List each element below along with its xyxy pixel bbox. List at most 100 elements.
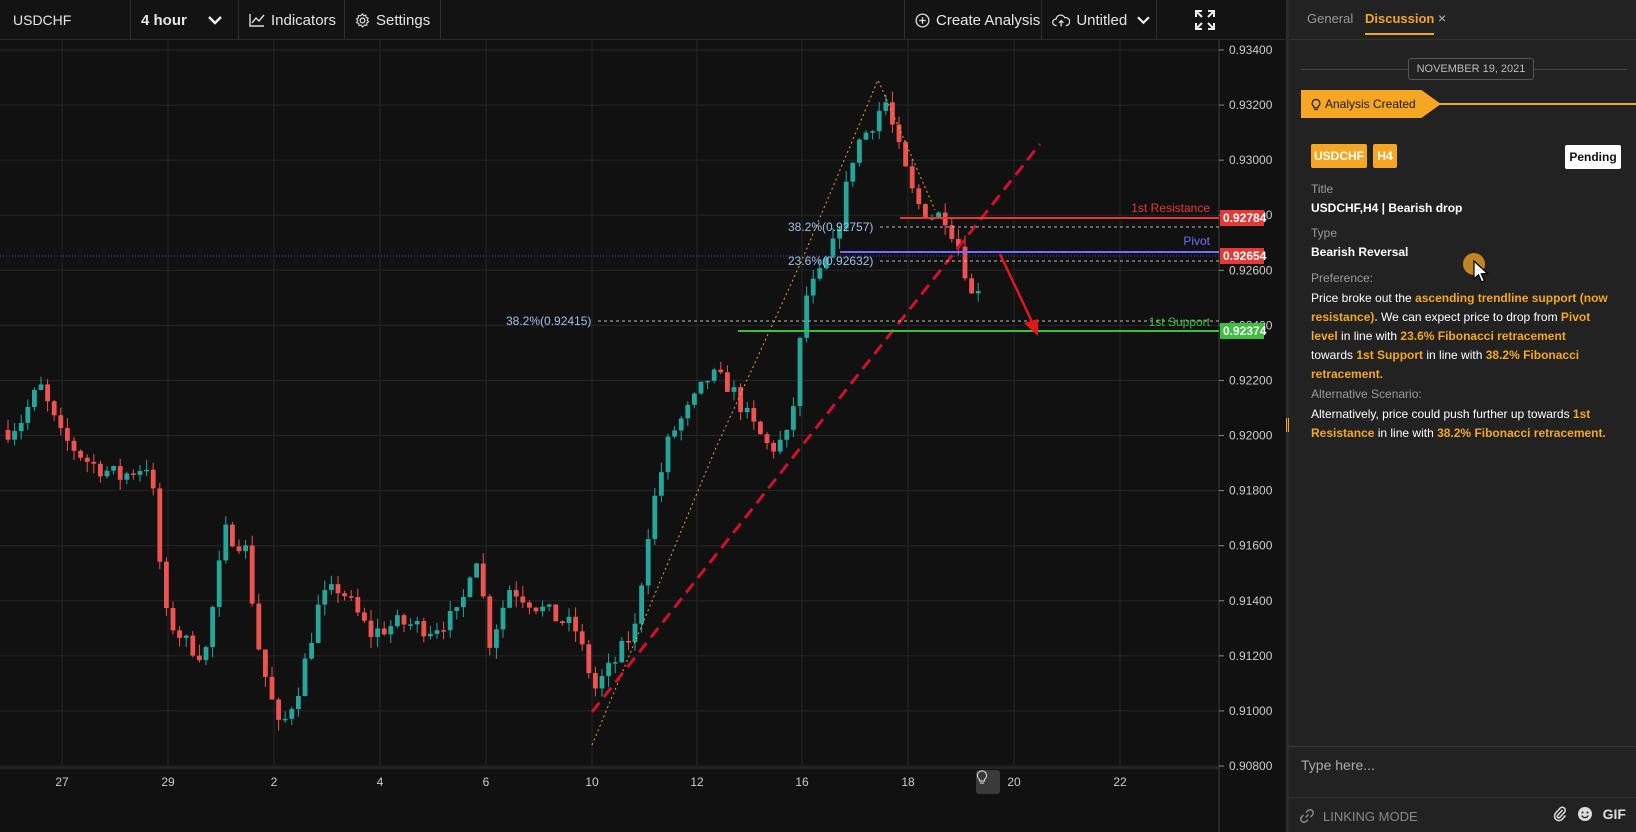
date-tick-label: 6 bbox=[483, 775, 490, 789]
candle-body bbox=[51, 401, 57, 416]
candle-body bbox=[672, 430, 677, 437]
candle-body bbox=[428, 633, 433, 637]
fullscreen-button[interactable] bbox=[1190, 0, 1226, 40]
create-analysis-button[interactable]: Create Analysis bbox=[904, 0, 1042, 40]
candle-body bbox=[183, 635, 189, 638]
gif-button[interactable]: GIF bbox=[1602, 806, 1626, 822]
emoji-icon[interactable] bbox=[1577, 806, 1593, 822]
support-label: 1st Support bbox=[1149, 315, 1211, 329]
candle-body bbox=[447, 611, 453, 631]
panel-footer: LINKING MODE GIF bbox=[1289, 797, 1636, 832]
chart-toolbar: USDCHF 4 hour Indicators Settings Create… bbox=[0, 0, 1286, 40]
candle-body bbox=[586, 644, 592, 674]
candle-body bbox=[850, 162, 856, 182]
candle-body bbox=[408, 624, 413, 626]
candle-body bbox=[791, 406, 796, 430]
candle-body bbox=[381, 628, 387, 635]
message-input[interactable]: Type here... bbox=[1289, 746, 1636, 786]
layout-selector[interactable]: Untitled bbox=[1042, 0, 1157, 40]
candle-body bbox=[784, 429, 790, 440]
candle-body bbox=[223, 524, 229, 561]
candle-body bbox=[731, 387, 737, 392]
date-tick-label: 12 bbox=[690, 775, 704, 789]
candle-body bbox=[263, 649, 268, 677]
price-tick-label: 0.90800 bbox=[1229, 759, 1273, 773]
idea-button[interactable] bbox=[976, 770, 1000, 794]
panel-tabs: General Discussion × bbox=[1289, 0, 1636, 40]
candle-body bbox=[269, 676, 275, 700]
candle-body bbox=[771, 442, 776, 452]
candle-body bbox=[170, 607, 176, 631]
tab-general[interactable]: General bbox=[1307, 11, 1354, 26]
preference-text: Price broke out the ascending trendline … bbox=[1311, 289, 1611, 384]
candle-body bbox=[104, 470, 110, 477]
candle-body bbox=[824, 257, 829, 269]
candle-body bbox=[421, 621, 427, 637]
candle-body bbox=[507, 590, 512, 608]
candle-body bbox=[751, 407, 757, 422]
candle-body bbox=[362, 612, 367, 621]
candle-body bbox=[45, 384, 50, 402]
candle-body bbox=[84, 457, 90, 462]
chart-canvas[interactable]: 0.934000.932000.930000.928000.926000.924… bbox=[0, 40, 1286, 832]
candle-body bbox=[329, 584, 334, 591]
candle-body bbox=[12, 431, 17, 440]
candle-body bbox=[164, 561, 169, 608]
date-tick-label: 27 bbox=[55, 775, 69, 789]
date-tick-label: 16 bbox=[795, 775, 809, 789]
mouse-cursor-icon bbox=[1473, 260, 1489, 283]
settings-button[interactable]: Settings bbox=[345, 0, 441, 40]
candle-body bbox=[969, 278, 974, 294]
indicators-button[interactable]: Indicators bbox=[239, 0, 345, 40]
text-run: towards bbox=[1311, 348, 1357, 362]
close-icon[interactable]: × bbox=[1438, 10, 1447, 26]
linking-mode-toggle[interactable]: LINKING MODE bbox=[1299, 808, 1418, 824]
candle-body bbox=[533, 607, 539, 612]
date-tick-label: 29 bbox=[161, 775, 175, 789]
candle-body bbox=[863, 132, 869, 140]
panel-resize-handle[interactable] bbox=[1286, 418, 1289, 432]
interval-label: 4 hour bbox=[141, 11, 187, 29]
candle-body bbox=[282, 718, 288, 721]
candle-body bbox=[566, 616, 572, 624]
support-price-tag-bg bbox=[1220, 323, 1264, 339]
candle-body bbox=[962, 246, 968, 279]
title-value: USDCHF,H4 | Bearish drop bbox=[1311, 201, 1463, 215]
candle-body bbox=[744, 407, 750, 413]
candle-body bbox=[210, 606, 215, 648]
candle-body bbox=[117, 466, 123, 480]
candle-body bbox=[645, 539, 651, 586]
layout-name: Untitled bbox=[1076, 11, 1128, 29]
text-run: Alternatively, price could push further … bbox=[1311, 407, 1573, 421]
candle-body bbox=[883, 102, 889, 111]
tab-discussion[interactable]: Discussion bbox=[1365, 11, 1435, 35]
candle-body bbox=[236, 546, 242, 552]
price-tick-label: 0.91400 bbox=[1229, 594, 1273, 608]
cloud-upload-icon bbox=[1052, 13, 1071, 26]
pivot-price-tag-bg bbox=[1220, 248, 1264, 264]
candle-body bbox=[91, 461, 97, 464]
highlight-support: 1st Support bbox=[1356, 348, 1424, 362]
candle-body bbox=[527, 602, 532, 608]
symbol-selector[interactable]: USDCHF bbox=[0, 0, 131, 40]
analysis-badges: USDCHF H4 Pending bbox=[1311, 144, 1621, 169]
resistance-price-tag-bg bbox=[1220, 210, 1264, 226]
paperclip-icon[interactable] bbox=[1553, 806, 1567, 822]
candle-body bbox=[665, 436, 671, 473]
price-chart[interactable]: 0.934000.932000.930000.928000.926000.924… bbox=[0, 40, 1286, 832]
candle-body bbox=[342, 593, 347, 597]
candle-body bbox=[956, 238, 961, 247]
candle-body bbox=[230, 524, 235, 547]
candle-body bbox=[777, 439, 783, 452]
candle-body bbox=[909, 166, 915, 189]
symbol-badge: USDCHF bbox=[1311, 144, 1367, 168]
candle-body bbox=[414, 621, 420, 625]
candle-body bbox=[546, 604, 552, 607]
alternative-label: Alternative Scenario: bbox=[1311, 387, 1422, 401]
date-tick-label: 2 bbox=[271, 775, 278, 789]
candle-body bbox=[599, 676, 605, 689]
link-icon bbox=[1300, 809, 1314, 823]
candle-body bbox=[903, 142, 908, 167]
highlight-fib-382: 38.2% Fibonacci retracement. bbox=[1437, 426, 1606, 440]
interval-selector[interactable]: 4 hour bbox=[131, 0, 239, 40]
